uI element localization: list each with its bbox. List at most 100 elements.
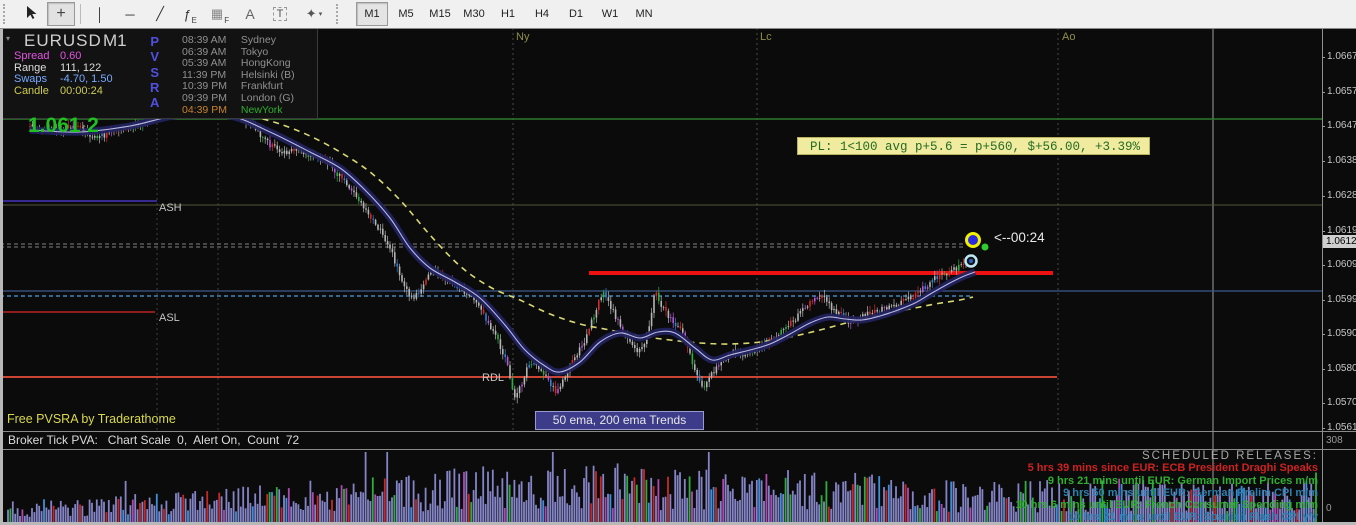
price-prefix: 1.061	[28, 114, 81, 137]
toolbar-grip[interactable]	[3, 4, 12, 24]
session-label: Ny	[516, 31, 530, 43]
timeframe-bar: M1 M5 M15 M30 H1 H4 D1 W1 MN	[355, 2, 661, 26]
symbol-timeframe: M1	[103, 31, 127, 50]
toolbar-separator	[80, 4, 81, 24]
level-label-rdl: RDL	[482, 372, 505, 384]
timeframe-label: MN	[635, 8, 653, 20]
tick-direction-icon: ↕	[80, 120, 88, 135]
window-border-bottom	[0, 522, 1356, 525]
info-row-label: Swaps	[14, 73, 48, 85]
arrows-icon: ✦	[305, 6, 317, 21]
axis-tick-label: 1.06475	[1321, 120, 1356, 131]
release-item: 5 hrs 39 mins since EUR: ECB President D…	[1027, 462, 1318, 475]
info-row-label: Spread	[14, 50, 50, 62]
fibo-grid-sub-label: F	[224, 16, 230, 25]
horizontal-line-icon: ─	[125, 6, 135, 22]
indicator-credit-text: Free PVSRA by Traderathome	[7, 412, 176, 426]
releases-title: SCHEDULED RELEASES:	[1141, 450, 1318, 462]
pvsra-watermark: P V S R A	[150, 34, 160, 111]
info-row: Candle 00:00:24	[14, 84, 113, 98]
crosshair-tool-button[interactable]: +	[47, 2, 75, 26]
timeframe-label: M5	[398, 8, 414, 20]
timeframe-label: W1	[601, 8, 619, 20]
axis-tick-label: 1.05995	[1321, 294, 1356, 305]
trendline-tool-button[interactable]: ╱	[146, 2, 174, 26]
price-last-digit: 2	[87, 114, 99, 137]
timeframe-label: M30	[463, 8, 485, 20]
clock-city: Sydney	[240, 34, 276, 46]
release-item: 9 hrs 50 mins until EUR: German Prelim C…	[1063, 486, 1318, 499]
current-price-display: 1.061↕2	[28, 114, 99, 138]
clock-time: 05:39 AM	[182, 57, 227, 70]
axis-tick-label: 1.06090	[1321, 259, 1356, 270]
timeframe-button[interactable]: M1	[356, 2, 388, 26]
axis-tick-label: 1.05805	[1321, 363, 1356, 374]
clock-time: 11:39 PM	[182, 68, 227, 81]
release-item: 10 hrs 6 mins until EUR: French Consumer…	[1015, 499, 1318, 512]
timeframe-button[interactable]: H4	[526, 2, 558, 26]
info-row-label: Range	[14, 61, 47, 74]
volume-axis-label: 0	[1326, 503, 1332, 514]
timeframe-button[interactable]: W1	[594, 2, 626, 26]
fibonacci-icon: ƒ	[183, 6, 191, 22]
pane-separator[interactable]	[0, 431, 1356, 432]
clock-city: HongKong	[240, 57, 291, 70]
horizontal-line-tool-button[interactable]: ─	[116, 2, 144, 26]
clock-time: 06:39 AM	[182, 45, 227, 58]
vertical-line-tool-button[interactable]: │	[86, 2, 114, 26]
timeframe-button[interactable]: H1	[492, 2, 524, 26]
clock-row: 10:39 PM Frankfurt	[182, 81, 295, 93]
clock-city: London (G)	[240, 91, 295, 104]
info-rows: Spread 0.60 Range 111, 122 Swaps -4.70, …	[14, 50, 113, 98]
pane-separator[interactable]	[0, 449, 1356, 450]
clock-city: Tokyo	[240, 45, 269, 58]
symbol-info-panel: ▾ EURUSD M1 Spread 0.60 Range 111, 122 S…	[0, 28, 318, 137]
ema-trends-button[interactable]: 50 ema, 200 ema Trends	[535, 411, 704, 430]
timeframe-label: M15	[429, 8, 451, 20]
axis-tick-label: 1.06575	[1321, 86, 1356, 97]
clock-time: 10:39 PM	[182, 80, 227, 93]
timeframe-label: M1	[364, 8, 380, 20]
timeframe-button[interactable]: M5	[390, 2, 422, 26]
release-item: 9 hrs 21 mins until EUR: German Import P…	[1047, 474, 1318, 487]
timeframe-label: H1	[500, 8, 516, 20]
clock-time: 09:39 PM	[182, 91, 227, 104]
panel-collapse-icon[interactable]: ▾	[6, 34, 11, 43]
timeframe-button[interactable]: M30	[458, 2, 490, 26]
info-row-value: 00:00:24	[60, 84, 103, 97]
price-axis[interactable]: 1.06670 1.06575 1.06475 1.06380 1.06285 1.061…	[1321, 28, 1356, 525]
level-label-ash: ASH	[159, 202, 182, 214]
info-row: Spread 0.60	[14, 50, 113, 63]
window-border-left	[0, 28, 3, 525]
release-item: 10 hrs 21 mins until EUR: Spanish Flash …	[1067, 511, 1318, 524]
clock-time: 08:39 AM	[182, 34, 227, 46]
axis-tick-label: 1.06380	[1321, 155, 1356, 166]
toolbar-grip[interactable]	[336, 4, 345, 24]
fibonacci-sub-label: E	[191, 16, 197, 25]
axis-tick-label: 1.06670	[1321, 51, 1356, 62]
axis-tick-label: 1.05610	[1321, 422, 1356, 433]
clock-row: 09:39 PM London (G)	[182, 91, 295, 105]
axis-tick-label: 1.05900	[1321, 328, 1356, 339]
arrows-tool-button[interactable]: ✦ ▾	[296, 2, 332, 26]
axis-tick-label: 1.05705	[1321, 397, 1356, 408]
fibo-grid-tool-button[interactable]: ▦ F	[206, 2, 234, 26]
clock-row: 04:39 PM NewYork	[182, 103, 295, 117]
fibonacci-tool-button[interactable]: ƒ E	[176, 2, 204, 26]
text-tool-button[interactable]: A	[236, 2, 264, 26]
timeframe-button[interactable]: D1	[560, 2, 592, 26]
level-label-asl: ASL	[159, 312, 180, 324]
axis-tick-label: 1.06285	[1321, 190, 1356, 201]
text-tool-icon: A	[245, 6, 255, 22]
scheduled-releases-block: SCHEDULED RELEASES: 5 hrs 39 mins since …	[1015, 450, 1318, 524]
timeframe-button[interactable]: M15	[424, 2, 456, 26]
clock-city: NewYork	[240, 103, 283, 116]
timeframe-button[interactable]: MN	[628, 2, 660, 26]
info-row-value: 111, 122	[60, 61, 102, 74]
clock-time: 04:39 PM	[182, 103, 227, 116]
label-tool-icon: T	[272, 7, 288, 21]
cursor-tool-button[interactable]	[17, 2, 45, 26]
label-tool-button[interactable]: T	[266, 2, 294, 26]
